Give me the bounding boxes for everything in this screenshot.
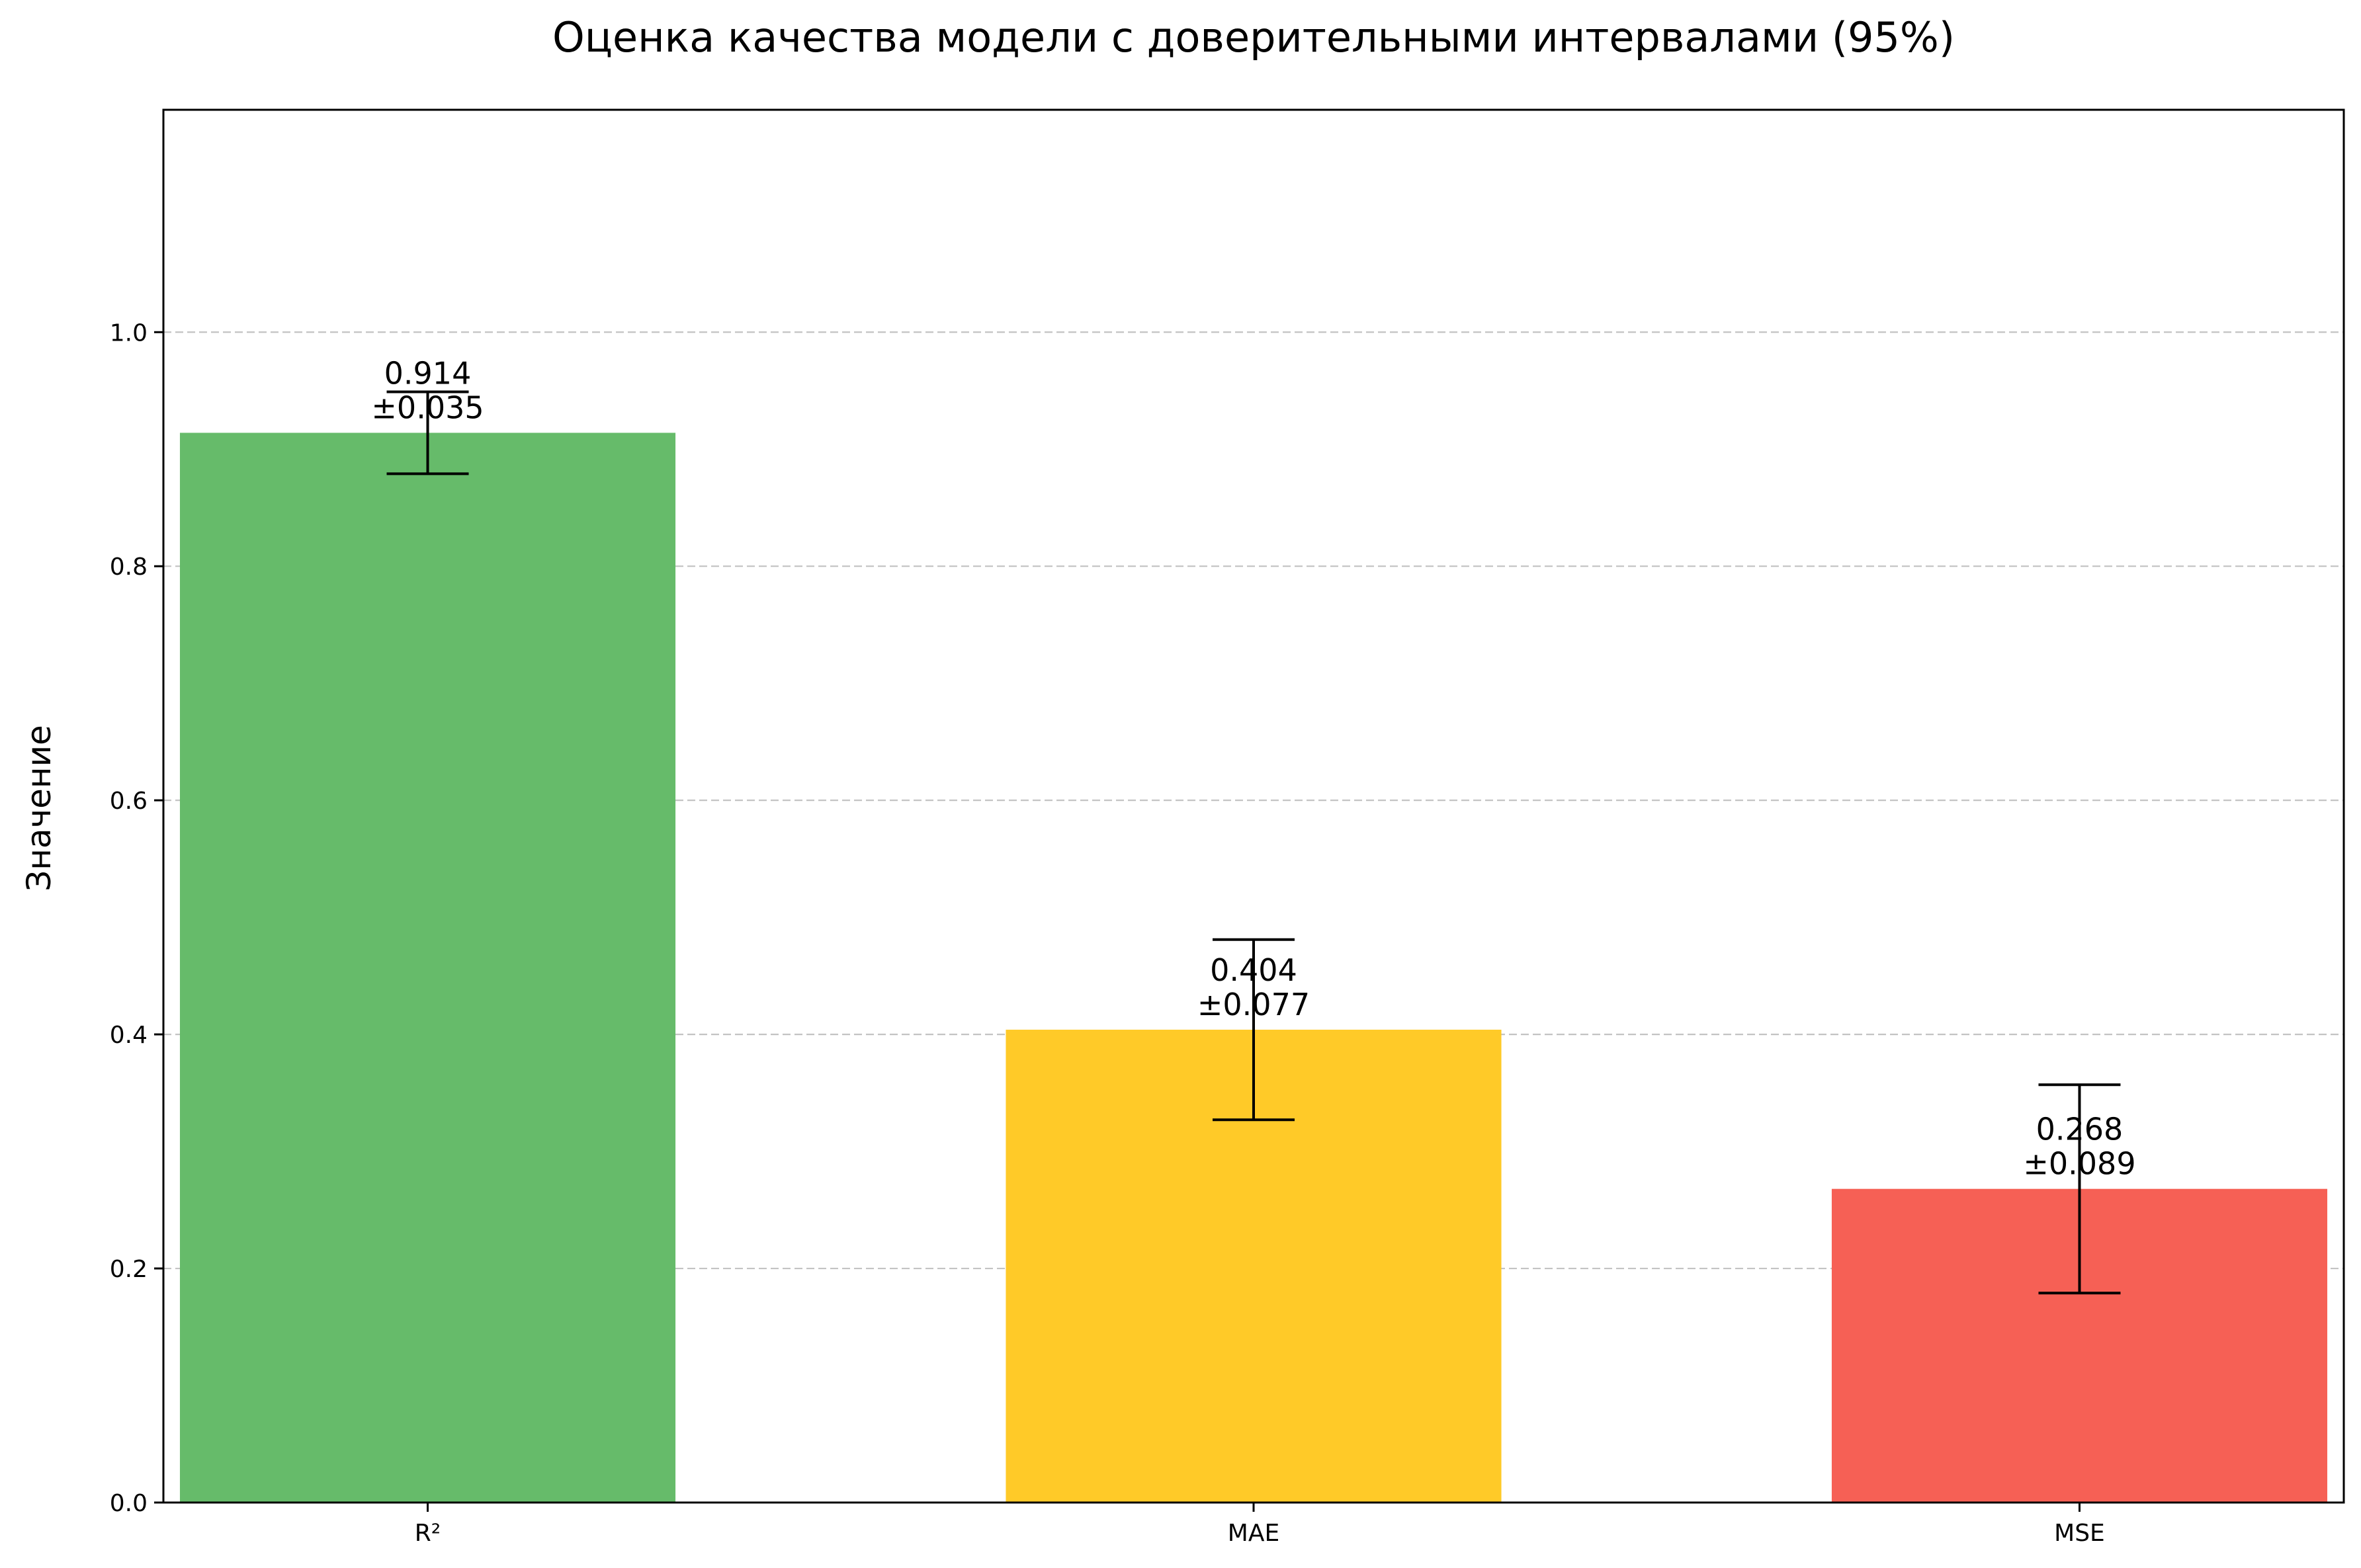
y-tick-label: 0.4: [110, 1022, 148, 1049]
error-label-2: ±0.089: [2023, 1146, 2135, 1182]
error-label-1: ±0.077: [1197, 987, 1310, 1022]
bar-0: [179, 433, 676, 1503]
error-bars: [386, 390, 2121, 1295]
y-tick-label: 0.8: [110, 554, 148, 581]
y-axis-label: Значение: [20, 725, 58, 891]
error-label-0: ±0.035: [371, 390, 484, 425]
value-label-0: 0.914: [384, 355, 472, 391]
x-tick-label-0: R²: [415, 1520, 441, 1547]
chart-title: Оценка качества модели с доверительными …: [552, 13, 1955, 62]
value-label-1: 0.404: [1210, 952, 1297, 988]
y-tick-label: 0.0: [110, 1490, 148, 1517]
data-labels: 0.914±0.035 0.404±0.077 0.268±0.089: [371, 355, 2135, 1181]
value-label-2: 0.268: [2036, 1112, 2124, 1147]
y-tick-label: 0.6: [110, 788, 148, 815]
x-tick-label-1: MAE: [1228, 1520, 1279, 1547]
axis-ticks: 0.0 0.2 0.4 0.6 0.8 1.0 R² MAE MSE: [110, 319, 2105, 1547]
x-tick-label-2: MSE: [2054, 1520, 2105, 1547]
y-tick-label: 0.2: [110, 1256, 148, 1283]
y-tick-label: 1.0: [110, 319, 148, 347]
